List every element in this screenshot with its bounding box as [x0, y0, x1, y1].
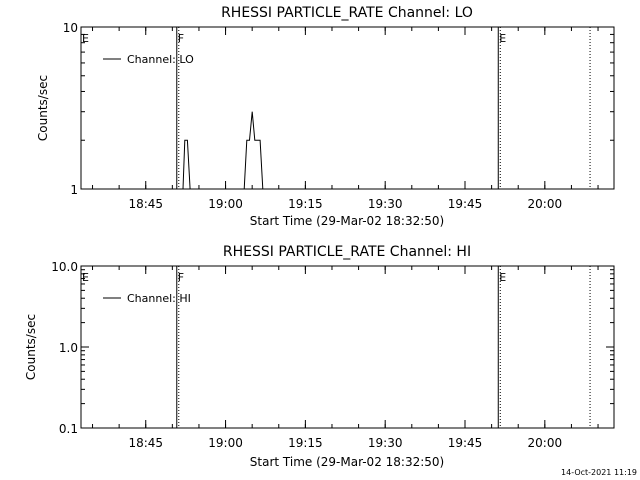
y-tick-label: 1	[70, 183, 78, 197]
legend-lo: Channel: LO	[103, 53, 194, 66]
y-axis-label-lo: Counts/sec	[36, 75, 50, 141]
x-tick-label: 19:15	[288, 197, 323, 211]
legend-hi: Channel: HI	[103, 292, 191, 305]
x-tick-label: 19:30	[368, 197, 403, 211]
marker-label: E	[499, 32, 506, 45]
x-tick-label: 20:00	[528, 436, 563, 450]
y-ticks-hi: 0.1 1.0 10.0	[51, 260, 614, 436]
x-axis-label-lo: Start Time (29-Mar-02 18:32:50)	[250, 214, 444, 228]
x-tick-label: 19:00	[208, 436, 243, 450]
marker-label: F	[178, 271, 184, 284]
y-axis-label-hi: Counts/sec	[24, 314, 38, 380]
x-tick-label: 18:45	[128, 197, 163, 211]
timestamp-stamp: 14-Oct-2021 11:19	[561, 468, 637, 477]
legend-label-hi: Channel: HI	[127, 292, 191, 305]
series-line	[177, 111, 266, 190]
series-lo	[177, 111, 266, 190]
plot-frame-lo	[80, 26, 615, 190]
x-tick-label: 18:45	[128, 436, 163, 450]
marker-label: F	[178, 32, 184, 45]
plot-frame-hi	[80, 265, 615, 429]
x-tick-label: 19:15	[288, 436, 323, 450]
chart-title-hi: RHESSI PARTICLE_RATE Channel: HI	[223, 244, 471, 260]
x-tick-label: 20:00	[528, 197, 563, 211]
x-tick-label: 19:30	[368, 436, 403, 450]
y-tick-label: 10.0	[51, 260, 78, 274]
y-tick-label: 0.1	[59, 422, 78, 436]
x-axis-label-hi: Start Time (29-Mar-02 18:32:50)	[250, 455, 444, 469]
x-ticks-hi: 18:45 19:00 19:15 19:30 19:45 20:00	[92, 266, 599, 450]
x-tick-label: 19:45	[448, 436, 483, 450]
x-ticks-lo: 18:45 19:00 19:15 19:30 19:45 20:00	[92, 27, 599, 211]
marker-label: E	[82, 32, 89, 45]
marker-label: E	[82, 271, 89, 284]
y-tick-label: 10	[63, 21, 78, 35]
x-tick-label: 19:00	[208, 197, 243, 211]
y-tick-label: 1.0	[59, 341, 78, 355]
y-ticks-lo: 1 10	[63, 21, 614, 197]
chart-title-lo: RHESSI PARTICLE_RATE Channel: LO	[221, 5, 473, 21]
legend-label-lo: Channel: LO	[127, 53, 194, 66]
marker-label: E	[499, 271, 506, 284]
x-tick-label: 19:45	[448, 197, 483, 211]
